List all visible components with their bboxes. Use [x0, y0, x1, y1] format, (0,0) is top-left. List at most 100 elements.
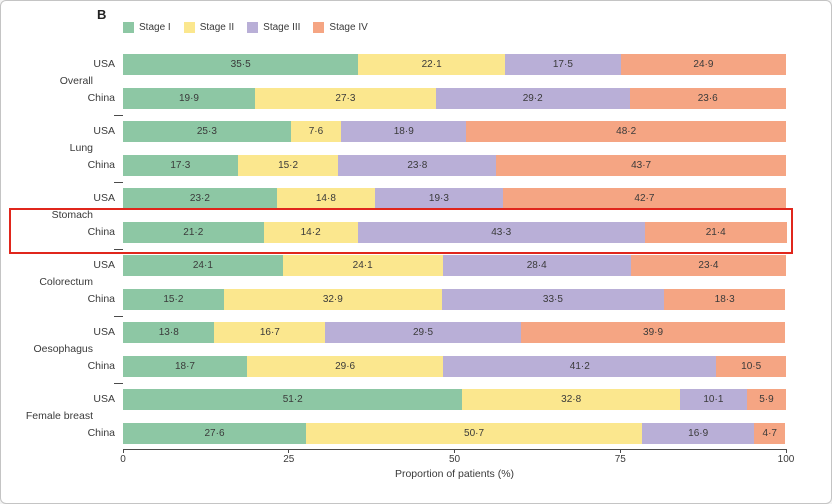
bar-segment-stage-i: 25·3	[123, 121, 291, 142]
legend-item-stage-iii: Stage III	[247, 22, 300, 33]
legend-swatch-icon	[313, 22, 325, 33]
bar-segment-stage-ii: 32·8	[462, 389, 680, 410]
bar-row-overall-china: 19·9 27·3 29·2 23·6	[123, 87, 786, 109]
bar-segment-stage-ii: 29·6	[246, 355, 444, 377]
bar-segment-stage-ii: 16·7	[214, 322, 326, 343]
bar-segment-stage-iii: 33·5	[441, 288, 664, 310]
row-label-colorectum-china: China	[87, 292, 115, 305]
bar-segment-stage-ii: 50·7	[305, 422, 643, 444]
row-label-stomach-usa: USA	[93, 192, 115, 204]
bar-segment-stage-iv: 48·2	[466, 121, 786, 142]
bar-segment-stage-iii: 19·3	[374, 188, 503, 209]
bar-segment-stage-i: 13·8	[123, 322, 215, 343]
row-label-colorectum-usa: USA	[93, 259, 115, 271]
legend-label: Stage III	[263, 22, 301, 33]
bar-segment-stage-i: 24·1	[123, 255, 283, 276]
x-axis-tick-label: 25	[283, 454, 295, 465]
group-label-colorectum: Colorectum	[39, 276, 93, 289]
bar-segment-stage-iv: 39·9	[520, 322, 786, 343]
bar-segment-stage-iv: 21·4	[644, 221, 787, 243]
bar-row-oesophagus-usa: 13·8 16·7 29·5 39·9	[123, 322, 786, 343]
legend-item-stage-i: Stage I	[123, 22, 171, 33]
bar-segment-stage-i: 17·3	[123, 154, 238, 176]
bar-segment-stage-iv: 23·6	[629, 87, 786, 109]
row-label-lung-usa: USA	[93, 125, 115, 137]
bar-segment-stage-iii: 41·2	[443, 355, 717, 377]
bar-segment-stage-iv: 42·7	[502, 188, 786, 209]
panel-label: B	[97, 7, 107, 22]
bar-row-overall-usa: 35·5 22·1 17·5 24·9	[123, 54, 786, 75]
group-label-lung: Lung	[69, 142, 93, 155]
bar-segment-stage-iv: 18·3	[663, 288, 786, 310]
bar-segment-stage-iv: 24·9	[620, 54, 786, 75]
bar-row-oesophagus-china: 18·7 29·6 41·2 10·5	[123, 355, 786, 377]
bar-segment-stage-iii: 43·3	[357, 221, 645, 243]
bar-segment-stage-iv: 23·4	[630, 255, 786, 276]
x-axis-tick	[619, 449, 621, 453]
bar-segment-stage-i: 35·5	[123, 54, 359, 75]
bar-row-female-breast-china: 27·6 50·7 16·9 4·7	[123, 422, 786, 444]
bar-segment-stage-iii: 10·1	[679, 389, 747, 410]
group-label-overall: Overall	[59, 75, 93, 88]
bar-segment-stage-ii: 32·9	[223, 288, 442, 310]
y-axis-group-tick	[114, 382, 123, 384]
bar-segment-stage-i: 21·2	[123, 221, 264, 243]
bar-segment-stage-ii: 7·6	[290, 121, 342, 142]
bar-segment-stage-iii: 17·5	[504, 54, 621, 75]
bar-segment-stage-ii: 27·3	[254, 87, 436, 109]
row-label-overall-china: China	[87, 91, 115, 104]
bar-segment-stage-iii: 23·8	[338, 154, 497, 176]
legend: Stage I Stage II Stage III Stage IV	[123, 22, 368, 33]
legend-item-stage-ii: Stage II	[183, 22, 235, 33]
legend-swatch-icon	[247, 22, 259, 33]
bar-row-female-breast-usa: 51·2 32·8 10·1 5·9	[123, 389, 786, 410]
bar-segment-stage-iv: 43·7	[496, 154, 786, 176]
x-axis-tick-label: 75	[614, 454, 626, 465]
bar-segment-stage-iv: 4·7	[754, 422, 786, 444]
x-axis-tick-label: 50	[448, 454, 461, 465]
bar-segment-stage-i: 27·6	[123, 422, 306, 444]
bar-segment-stage-iii: 29·2	[435, 87, 630, 109]
legend-swatch-icon	[183, 22, 195, 33]
group-label-stomach: Stomach	[51, 209, 93, 222]
bar-segment-stage-iv: 10·5	[716, 355, 786, 377]
group-label-female-breast: Female breast	[25, 410, 93, 423]
legend-item-stage-iv: Stage IV	[313, 22, 368, 33]
bar-segment-stage-i: 18·7	[123, 355, 247, 377]
bar-segment-stage-ii: 24·1	[282, 255, 443, 276]
bar-row-lung-china: 17·3 15·2 23·8 43·7	[123, 154, 786, 176]
row-label-lung-china: China	[87, 158, 115, 171]
row-label-overall-usa: USA	[93, 58, 115, 70]
bar-row-stomach-china: 21·2 14·2 43·3 21·4	[123, 221, 787, 243]
bar-row-stomach-usa: 23·2 14·8 19·3 42·7	[123, 188, 786, 209]
bar-row-colorectum-usa: 24·1 24·1 28·4 23·4	[123, 255, 786, 276]
row-label-stomach-china: China	[87, 225, 115, 238]
bar-segment-stage-iii: 29·5	[325, 322, 521, 343]
bar-segment-stage-i: 15·2	[123, 288, 224, 310]
x-axis-tick-label: 0	[120, 454, 126, 465]
bar-row-lung-usa: 25·3 7·6 18·9 48·2	[123, 121, 786, 142]
legend-swatch-icon	[123, 22, 134, 33]
bar-segment-stage-ii: 14·8	[276, 188, 375, 209]
bar-segment-stage-iii: 18·9	[341, 121, 467, 142]
row-label-oesophagus-usa: USA	[93, 326, 115, 338]
bar-segment-stage-ii: 14·2	[263, 221, 358, 243]
bar-segment-stage-iii: 28·4	[442, 255, 631, 276]
bar-row-colorectum-china: 15·2 32·9 33·5 18·3	[123, 288, 786, 310]
row-label-female-breast-usa: USA	[93, 393, 115, 405]
x-axis-tick-label: 100	[777, 454, 795, 465]
x-axis-title: Proportion of patients (%)	[394, 468, 515, 480]
row-label-oesophagus-china: China	[87, 359, 115, 372]
bar-segment-stage-ii: 22·1	[358, 54, 505, 75]
bar-segment-stage-ii: 15·2	[237, 154, 339, 176]
x-axis-tick	[288, 449, 290, 453]
x-axis-tick	[454, 449, 455, 453]
legend-label: Stage II	[199, 22, 235, 33]
bar-segment-stage-iii: 16·9	[642, 422, 755, 444]
bar-segment-stage-i: 51·2	[123, 389, 463, 410]
legend-label: Stage I	[139, 22, 171, 33]
y-axis-group-tick	[114, 114, 123, 116]
bar-segment-stage-iv: 5·9	[746, 389, 786, 410]
